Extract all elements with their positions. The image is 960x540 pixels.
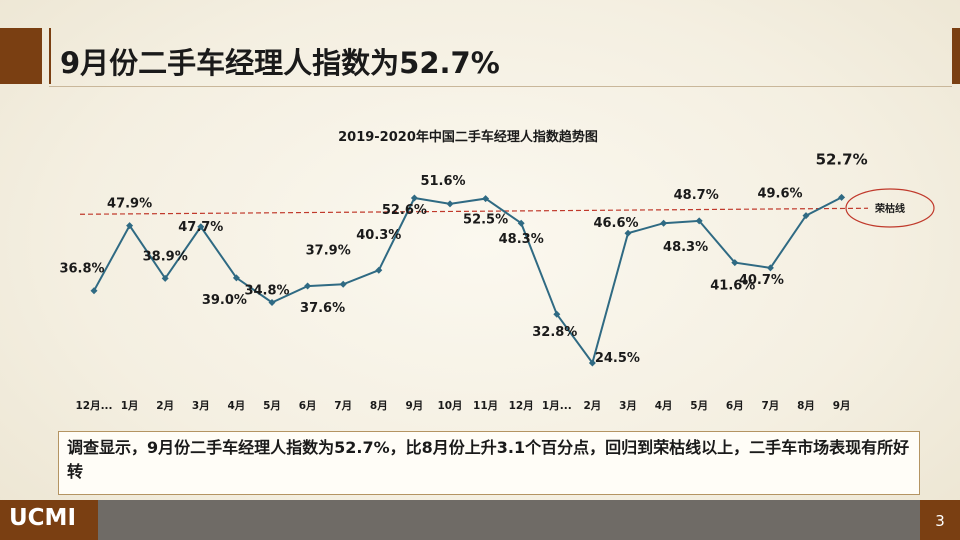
data-label: 47.7% — [178, 220, 223, 235]
data-point — [446, 200, 454, 208]
data-label: 48.3% — [663, 240, 708, 255]
data-label: 32.8% — [532, 325, 577, 340]
data-point — [232, 274, 240, 282]
page-number: 3 — [935, 512, 945, 530]
x-tick-label: 12月 — [509, 400, 534, 412]
trend-chart: 2019-2020年中国二手车经理人指数趋势图 荣枯线 36.8% 47.9% 38… — [59, 129, 935, 412]
data-label: 36.8% — [59, 262, 104, 277]
data-point — [197, 223, 205, 231]
reference-label-circle — [845, 188, 935, 228]
data-point — [90, 287, 98, 295]
data-point — [268, 298, 276, 306]
data-label: 49.6% — [757, 187, 802, 202]
data-point — [482, 195, 490, 203]
data-point — [838, 193, 846, 201]
x-tick-label: 6月 — [726, 400, 744, 412]
data-label: 52.5% — [463, 213, 508, 228]
series-line — [93, 196, 843, 366]
title-divider — [49, 28, 51, 84]
x-tick-label: 8月 — [797, 400, 815, 412]
title-underline — [49, 86, 952, 87]
title-accent-right — [952, 28, 960, 84]
data-point — [126, 222, 134, 230]
data-label: 37.6% — [300, 301, 345, 316]
footer-logo-background — [0, 500, 98, 540]
x-tick-label: 5月 — [690, 400, 708, 412]
reference-label: 荣枯线 — [874, 202, 905, 215]
data-label: 48.7% — [674, 188, 719, 203]
data-label: 40.7% — [739, 273, 784, 288]
data-point — [660, 219, 668, 227]
x-tick-label: 8月 — [370, 400, 388, 412]
data-point — [553, 310, 561, 318]
x-tick-label: 7月 — [334, 400, 352, 412]
x-tick-label: 2月 — [583, 400, 601, 412]
data-label: 34.8% — [244, 283, 289, 298]
page-title: 9月份二手车经理人指数为52.7% — [60, 46, 500, 80]
data-label: 47.9% — [107, 197, 152, 212]
data-point — [766, 264, 774, 272]
ucmi-logo: UCMI — [9, 505, 77, 531]
reference-line — [79, 207, 869, 215]
x-tick-label: 6月 — [299, 400, 317, 412]
summary-note: 调查显示，9月份二手车经理人指数为52.7%，比8月份上升3.1个百分点，回归到… — [58, 431, 920, 495]
x-tick-label: 10月 — [437, 400, 462, 412]
data-point — [375, 266, 383, 274]
data-point — [410, 194, 418, 202]
x-tick-label: 7月 — [761, 400, 779, 412]
data-label: 39.0% — [202, 293, 247, 308]
x-tick-label: 9月 — [833, 400, 851, 412]
data-point — [802, 212, 810, 220]
x-tick-label: 1月 — [121, 400, 139, 412]
page-number-background — [920, 500, 960, 540]
data-point — [339, 280, 347, 288]
data-point — [304, 282, 312, 290]
x-tick-label: 9月 — [405, 400, 423, 412]
chart-title: 2019-2020年中国二手车经理人指数趋势图 — [338, 129, 598, 145]
x-tick-label: 2月 — [156, 400, 174, 412]
x-tick-label: 11月 — [473, 400, 498, 412]
x-tick-label: 1月... — [542, 400, 572, 412]
data-point — [517, 219, 525, 227]
data-label: 40.3% — [356, 228, 401, 243]
data-label: 24.5% — [595, 351, 640, 366]
x-tick-label: 4月 — [227, 400, 245, 412]
data-label: 52.6% — [382, 203, 427, 218]
x-tick-label: 3月 — [619, 400, 637, 412]
title-accent-left — [0, 28, 42, 84]
footer-bar — [0, 500, 960, 540]
x-tick-label: 12月... — [75, 400, 112, 412]
x-tick-label: 3月 — [192, 400, 210, 412]
x-tick-label: 4月 — [655, 400, 673, 412]
data-label: 48.3% — [499, 232, 544, 247]
data-label: 41.6% — [710, 279, 755, 294]
data-label: 51.6% — [420, 174, 465, 189]
data-point — [695, 217, 703, 225]
data-label: 52.7% — [816, 150, 868, 168]
data-label: 38.9% — [143, 249, 188, 264]
data-label: 46.6% — [593, 216, 638, 231]
data-point — [731, 259, 739, 267]
data-point — [624, 229, 632, 237]
data-point — [588, 359, 596, 367]
x-tick-label: 5月 — [263, 400, 281, 412]
data-point — [161, 274, 169, 282]
data-label: 37.9% — [306, 243, 351, 258]
